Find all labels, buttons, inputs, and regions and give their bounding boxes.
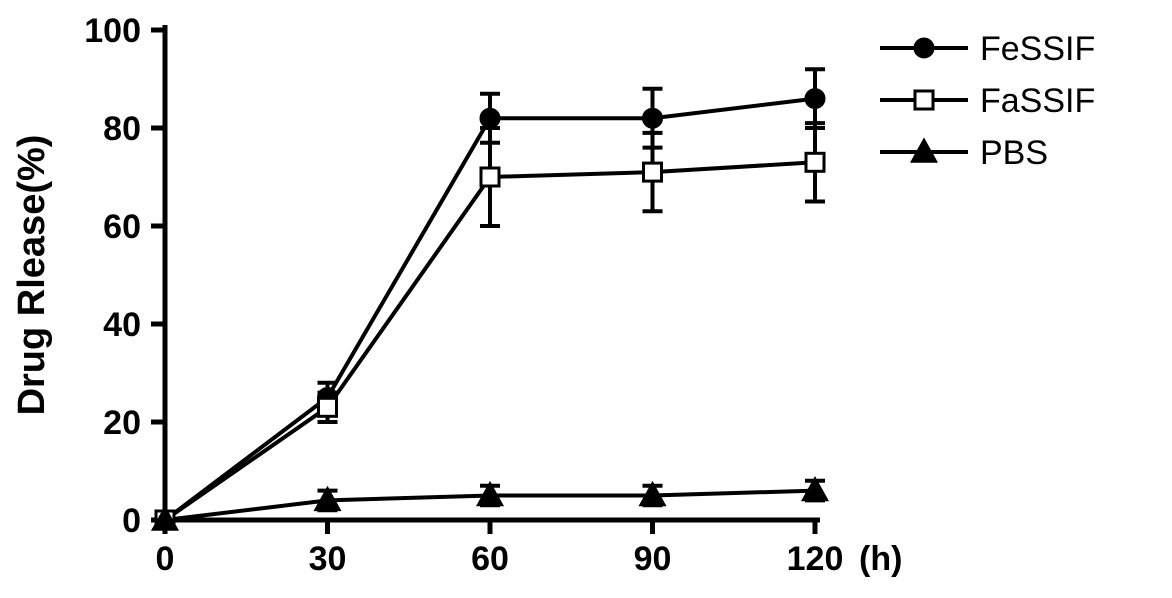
y-axis-title: Drug Rlease(%) <box>11 135 53 416</box>
drug-release-chart: 0 30 60 90 120 (h) 0 20 40 60 80 100 Drug Rlease(%) F… <box>0 0 1172 598</box>
legend-label-fessif: FeSSIF <box>980 30 1095 68</box>
y-tick-label: 0 <box>122 502 141 540</box>
x-tick-label: 120 <box>787 540 844 578</box>
x-tick-label: 60 <box>471 540 509 578</box>
y-tick-label: 100 <box>84 12 141 50</box>
y-tick-label: 20 <box>103 404 141 442</box>
legend-label-pbs: PBS <box>980 134 1048 172</box>
x-unit-label: (h) <box>859 540 902 578</box>
y-tick-label: 80 <box>103 110 141 148</box>
x-tick-label: 90 <box>634 540 672 578</box>
x-tick-label: 0 <box>156 540 175 578</box>
legend-label-fassif: FaSSIF <box>980 82 1095 120</box>
y-tick-label: 60 <box>103 208 141 246</box>
chart-svg: 0 30 60 90 120 (h) 0 20 40 60 80 100 Drug Rlease(%) F… <box>0 0 1172 598</box>
x-tick-label: 30 <box>309 540 347 578</box>
y-tick-label: 40 <box>103 306 141 344</box>
